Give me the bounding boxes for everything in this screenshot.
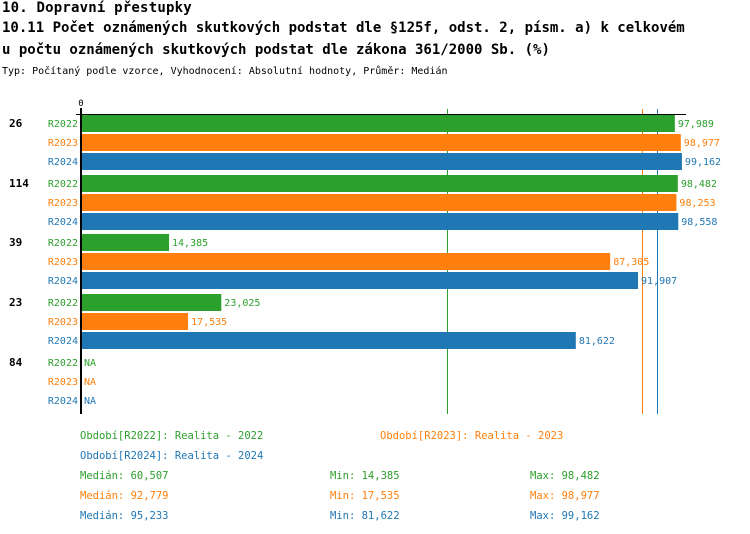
bar-R2022 xyxy=(82,294,222,311)
series-row-label: R2023 xyxy=(48,377,78,388)
data-label-na: NA xyxy=(84,377,96,388)
chart-title-line2: u počtu oznámených skutkových podstat dl… xyxy=(2,42,550,58)
data-label: 97,989 xyxy=(678,119,714,130)
data-label: 98,482 xyxy=(681,179,717,190)
category-label: 39 xyxy=(9,236,22,249)
series-row-label: R2023 xyxy=(48,198,78,209)
data-label: 99,162 xyxy=(685,157,721,168)
chart-subtitle: Typ: Počítaný podle vzorce, Vyhodnocení:… xyxy=(2,66,448,77)
series-row-label: R2022 xyxy=(48,179,78,190)
bar-R2023 xyxy=(82,194,677,211)
data-label: 98,558 xyxy=(681,217,717,228)
series-row-label: R2023 xyxy=(48,317,78,328)
stat-min-R2024: Min: 81,622 xyxy=(330,510,400,522)
stat-median-R2024: Medián: 95,233 xyxy=(80,510,169,522)
data-label: 81,622 xyxy=(579,336,615,347)
series-row-label: R2022 xyxy=(48,298,78,309)
data-label: 14,385 xyxy=(172,238,208,249)
bar-R2024 xyxy=(82,272,639,289)
data-label-na: NA xyxy=(84,358,96,369)
stat-min-R2022: Min: 14,385 xyxy=(330,470,400,482)
series-row-label: R2024 xyxy=(48,157,78,168)
section-title: 10. Dopravní přestupky xyxy=(2,0,192,16)
bar-R2023 xyxy=(82,253,611,270)
stat-max-R2023: Max: 98,977 xyxy=(530,490,600,502)
series-row-label: R2024 xyxy=(48,217,78,228)
stat-max-R2022: Max: 98,482 xyxy=(530,470,600,482)
series-row-label: R2022 xyxy=(48,238,78,249)
bar-R2022 xyxy=(82,175,678,192)
data-label: 17,535 xyxy=(191,317,227,328)
series-row-label: R2022 xyxy=(48,119,78,130)
series-row-label: R2024 xyxy=(48,276,78,287)
data-label-na: NA xyxy=(84,396,96,407)
stat-median-R2022: Medián: 60,507 xyxy=(80,470,169,482)
bar-R2022 xyxy=(82,234,170,251)
bar-R2023 xyxy=(82,313,189,330)
stat-max-R2024: Max: 99,162 xyxy=(530,510,600,522)
bar-R2024 xyxy=(82,153,682,170)
series-row-label: R2024 xyxy=(48,336,78,347)
bar-R2022 xyxy=(82,115,675,132)
series-row-label: R2022 xyxy=(48,358,78,369)
bar-R2023 xyxy=(82,134,681,151)
legend-item-R2022: Období[R2022]: Realita - 2022 xyxy=(80,430,264,442)
bar-R2024 xyxy=(82,213,679,230)
series-row-label: R2023 xyxy=(48,257,78,268)
category-label: 114 xyxy=(9,177,29,190)
legend-item-R2023: Období[R2023]: Realita - 2023 xyxy=(380,430,564,442)
bar-R2024 xyxy=(82,332,576,349)
stat-min-R2023: Min: 17,535 xyxy=(330,490,400,502)
stat-median-R2023: Medián: 92,779 xyxy=(80,490,169,502)
series-row-label: R2024 xyxy=(48,396,78,407)
series-row-label: R2023 xyxy=(48,138,78,149)
data-label: 98,253 xyxy=(679,198,715,209)
chart-title-line1: 10.11 Počet oznámených skutkových podsta… xyxy=(2,20,685,36)
data-label: 91,907 xyxy=(641,276,677,287)
legend-item-R2024: Období[R2024]: Realita - 2024 xyxy=(80,450,264,462)
category-label: 26 xyxy=(9,117,23,130)
data-label: 98,977 xyxy=(684,138,720,149)
data-label: 23,025 xyxy=(224,298,260,309)
category-label: 23 xyxy=(9,296,22,309)
x-axis-tick-label: 0 xyxy=(78,99,83,109)
data-label: 87,305 xyxy=(613,257,649,268)
category-label: 84 xyxy=(9,356,23,369)
